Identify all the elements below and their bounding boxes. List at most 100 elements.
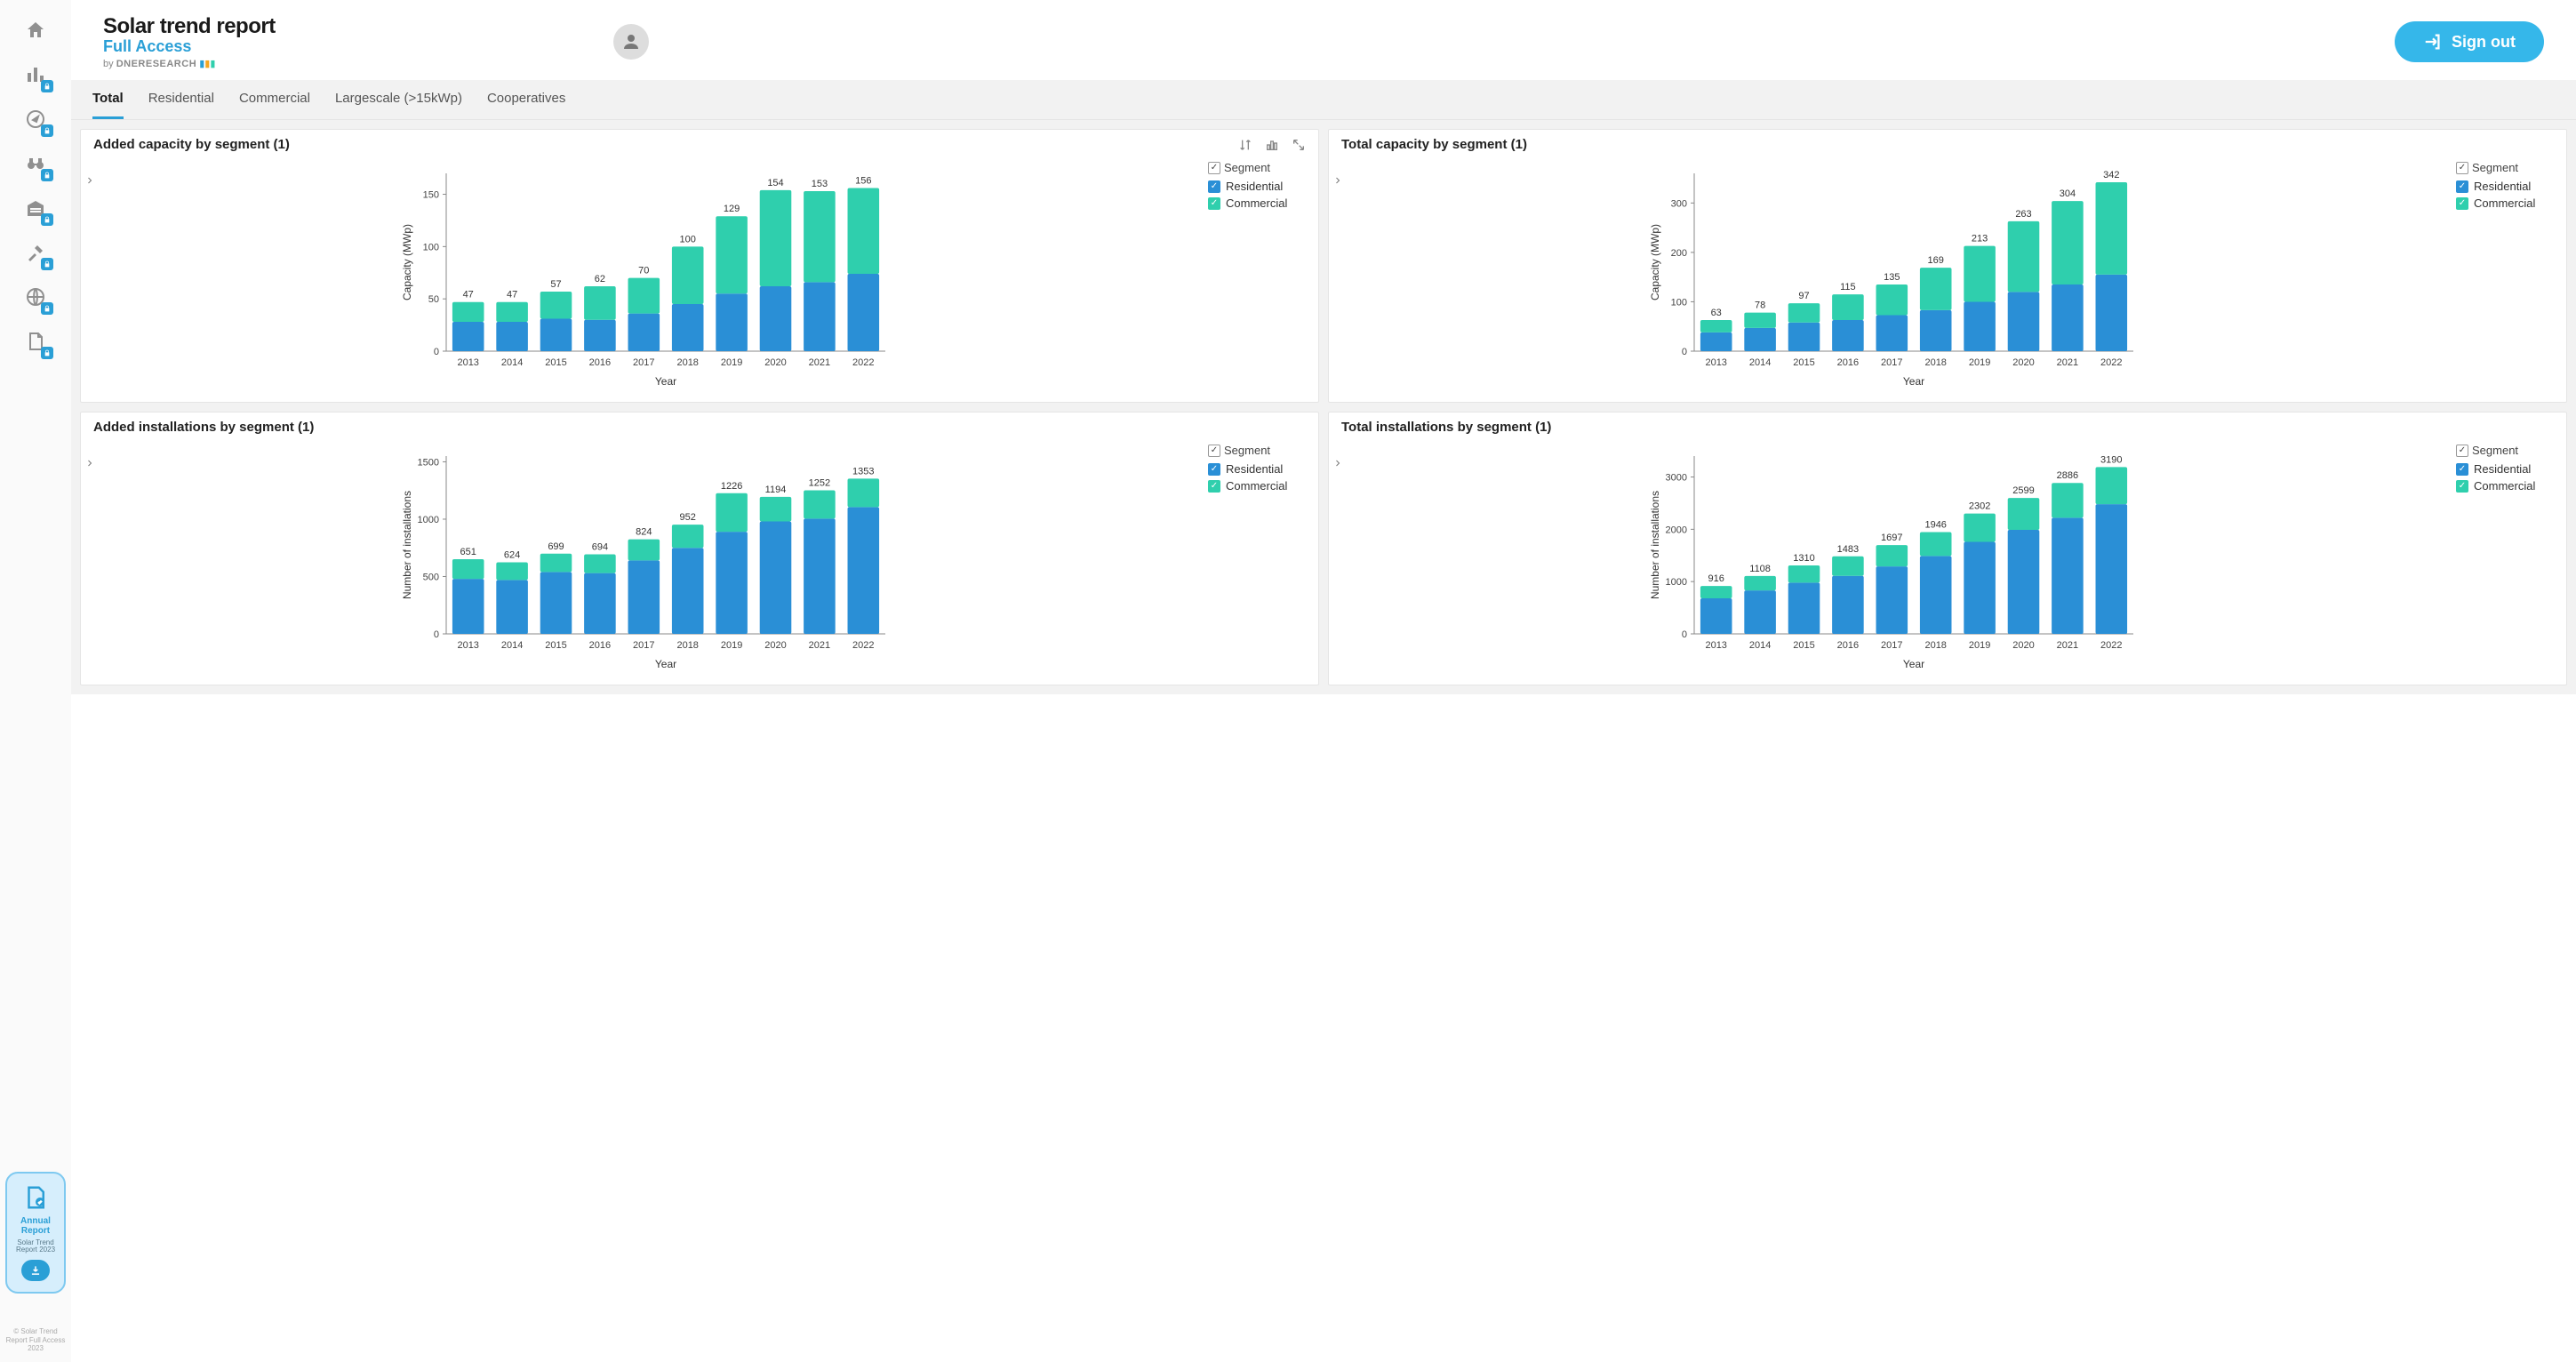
main-content: Solar trend report Full Access by DNERES… — [71, 0, 2576, 1362]
nav-home-icon[interactable] — [23, 18, 48, 43]
chart-plot: 0100020003000Number of installationsYear… — [1341, 440, 2445, 676]
nav-warehouse-icon[interactable] — [23, 196, 48, 220]
chart-title: Added installations by segment (1) — [93, 420, 314, 435]
legend-header[interactable]: ✓Segment — [1208, 444, 1306, 457]
svg-text:1194: 1194 — [765, 485, 787, 495]
chart-card-added_installations: Added installations by segment (1)050010… — [80, 412, 1319, 685]
nav-globe-icon[interactable] — [23, 284, 48, 309]
tabs: Total Residential Commercial Largescale (>1… — [71, 80, 2576, 120]
svg-text:952: 952 — [680, 512, 696, 523]
sign-out-button[interactable]: Sign out — [2395, 21, 2544, 62]
svg-text:624: 624 — [504, 549, 520, 560]
svg-text:129: 129 — [724, 204, 740, 214]
brand-title: Solar trend report — [103, 14, 276, 39]
svg-text:0: 0 — [434, 347, 439, 357]
legend-item-commercial[interactable]: ✓Commercial — [1208, 196, 1306, 210]
chart-plot: 0100200300Capacity (MWp)Year632013782014… — [1341, 157, 2445, 393]
svg-text:169: 169 — [1928, 255, 1944, 266]
svg-text:2017: 2017 — [633, 640, 654, 651]
svg-text:2015: 2015 — [545, 357, 566, 368]
brand-subtitle: Full Access — [103, 37, 276, 56]
svg-text:0: 0 — [1682, 347, 1687, 357]
svg-text:3000: 3000 — [1666, 473, 1687, 484]
tab-residential[interactable]: Residential — [148, 80, 214, 119]
nav-hammer-icon[interactable] — [23, 240, 48, 265]
chart-tools — [1238, 138, 1306, 152]
chart-legend: ✓Segment ✓Residential ✓Commercial — [2456, 157, 2554, 393]
svg-text:2020: 2020 — [764, 640, 786, 651]
svg-text:154: 154 — [767, 178, 783, 188]
svg-text:200: 200 — [1671, 248, 1687, 259]
svg-text:2018: 2018 — [1924, 640, 1946, 651]
tab-largescale-15kwp-[interactable]: Largescale (>15kWp) — [335, 80, 462, 119]
annual-report-title: Annual Report — [12, 1216, 59, 1236]
svg-text:1697: 1697 — [1881, 533, 1902, 543]
svg-text:135: 135 — [1884, 272, 1900, 283]
svg-text:Number of installations: Number of installations — [1649, 491, 1661, 599]
svg-text:1500: 1500 — [418, 457, 439, 468]
svg-text:2016: 2016 — [589, 357, 611, 368]
legend-item-commercial[interactable]: ✓Commercial — [2456, 196, 2554, 210]
svg-text:263: 263 — [2015, 209, 2031, 220]
chart-title: Total capacity by segment (1) — [1341, 137, 1527, 152]
svg-text:2020: 2020 — [764, 357, 786, 368]
svg-text:115: 115 — [1840, 282, 1856, 292]
svg-text:304: 304 — [2060, 188, 2076, 199]
svg-text:2022: 2022 — [852, 357, 874, 368]
svg-text:Capacity (MWp): Capacity (MWp) — [401, 224, 413, 300]
svg-text:Year: Year — [655, 658, 676, 670]
user-avatar-icon[interactable] — [613, 24, 649, 60]
svg-text:2022: 2022 — [852, 640, 874, 651]
svg-text:70: 70 — [638, 266, 649, 276]
legend-item-residential[interactable]: ✓Residential — [1208, 462, 1306, 476]
bar-chart-icon[interactable] — [1265, 138, 1279, 152]
svg-text:342: 342 — [2103, 170, 2119, 180]
svg-text:1252: 1252 — [809, 477, 830, 488]
nav-document-icon[interactable] — [23, 329, 48, 354]
expand-icon[interactable] — [1292, 138, 1306, 152]
svg-text:1000: 1000 — [1666, 577, 1687, 588]
chart-card-added_capacity: Added capacity by segment (1) 050100150C… — [80, 129, 1319, 403]
svg-text:2599: 2599 — [2012, 485, 2034, 496]
legend-header[interactable]: ✓Segment — [2456, 444, 2554, 457]
download-button[interactable] — [21, 1260, 50, 1281]
chart-card-total_installations: Total installations by segment (1)010002… — [1328, 412, 2567, 685]
svg-text:2013: 2013 — [457, 640, 478, 651]
nav-binoculars-icon[interactable] — [23, 151, 48, 176]
sidebar: Annual Report Solar Trend Report 2023 © … — [0, 0, 71, 1362]
svg-text:1000: 1000 — [418, 515, 439, 525]
svg-text:2020: 2020 — [2012, 357, 2034, 368]
svg-text:153: 153 — [812, 179, 828, 189]
legend-item-residential[interactable]: ✓Residential — [1208, 180, 1306, 193]
svg-text:651: 651 — [460, 547, 476, 557]
svg-text:1226: 1226 — [721, 481, 742, 492]
legend-header[interactable]: ✓Segment — [2456, 161, 2554, 174]
svg-text:156: 156 — [855, 175, 871, 186]
tab-commercial[interactable]: Commercial — [239, 80, 310, 119]
legend-item-residential[interactable]: ✓Residential — [2456, 180, 2554, 193]
legend-item-commercial[interactable]: ✓Commercial — [2456, 479, 2554, 493]
nav-compass-icon[interactable] — [23, 107, 48, 132]
svg-text:2018: 2018 — [676, 357, 698, 368]
lock-icon — [41, 169, 53, 181]
lock-icon — [41, 124, 53, 137]
tab-total[interactable]: Total — [92, 80, 124, 119]
svg-text:2302: 2302 — [1969, 501, 1990, 512]
annual-report-card[interactable]: Annual Report Solar Trend Report 2023 — [5, 1172, 66, 1294]
svg-text:2019: 2019 — [1969, 640, 1990, 651]
nav-charts-icon[interactable] — [23, 62, 48, 87]
legend-item-commercial[interactable]: ✓Commercial — [1208, 479, 1306, 493]
chart-legend: ✓Segment ✓Residential ✓Commercial — [1208, 440, 1306, 676]
lock-icon — [41, 80, 53, 92]
svg-text:2021: 2021 — [2057, 357, 2078, 368]
chart-plot: 050100150Capacity (MWp)Year4720134720145… — [93, 157, 1197, 393]
legend-header[interactable]: ✓Segment — [1208, 161, 1306, 174]
svg-text:100: 100 — [680, 234, 696, 244]
svg-text:3190: 3190 — [2100, 454, 2122, 465]
sort-icon[interactable] — [1238, 138, 1252, 152]
legend-item-residential[interactable]: ✓Residential — [2456, 462, 2554, 476]
svg-text:2021: 2021 — [809, 640, 830, 651]
brand: Solar trend report Full Access by DNERES… — [103, 14, 276, 69]
tab-cooperatives[interactable]: Cooperatives — [487, 80, 565, 119]
chart-title: Total installations by segment (1) — [1341, 420, 1551, 435]
